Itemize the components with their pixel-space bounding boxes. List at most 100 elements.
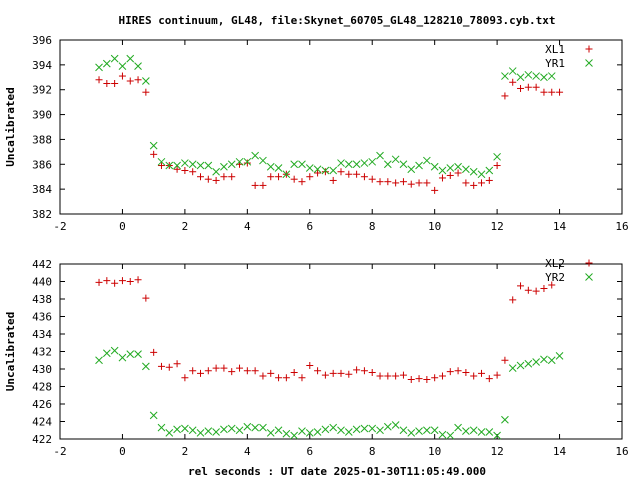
x-tick-label: 12	[490, 445, 503, 458]
data-point-yr2-d2	[329, 423, 338, 432]
data-point-yr1-d2	[329, 166, 338, 175]
data-point-xl2	[275, 374, 283, 382]
data-point-yr2-d2	[532, 358, 540, 366]
data-point-xl2	[337, 369, 345, 377]
data-point-yr2-d2	[313, 428, 322, 436]
y-tick-label: 426	[32, 398, 52, 411]
y-tick-label: 424	[32, 416, 52, 429]
legend-label: XL2	[545, 257, 565, 270]
data-point-xl1	[173, 165, 181, 173]
data-point-xl1	[438, 174, 446, 182]
plot-frame	[59, 39, 623, 215]
data-point-yr1	[485, 166, 494, 175]
data-point-xl2	[321, 371, 329, 379]
data-point-xl1	[431, 186, 439, 194]
data-point-xl1	[345, 170, 353, 178]
data-point-yr2-d2	[423, 426, 431, 435]
data-point-yr1	[352, 160, 361, 169]
data-point-yr1-d2	[516, 73, 525, 82]
data-point-yr1-d2	[501, 72, 509, 80]
data-point-yr1-d2	[469, 167, 478, 176]
data-point-yr1-d2	[399, 160, 408, 169]
data-point-yr2-d2	[508, 364, 517, 372]
data-point-yr1	[329, 166, 338, 175]
data-point-xl1	[415, 179, 423, 187]
data-point-yr1	[134, 62, 142, 70]
data-point-yr1-d2	[251, 151, 259, 160]
data-point-yr2-d2	[305, 429, 314, 437]
data-point-yr1-d2	[376, 151, 384, 160]
data-point-yr1	[415, 161, 423, 170]
data-point-yr2-d2	[181, 424, 189, 433]
data-point-xl1	[321, 168, 329, 176]
data-point-xl1	[368, 175, 376, 183]
data-point-xl2	[251, 367, 259, 375]
x-tick-label: 4	[244, 220, 251, 233]
data-point-yr2	[485, 428, 494, 436]
data-point-yr2	[532, 358, 540, 366]
data-point-yr2-d2	[344, 428, 353, 436]
data-point-yr1-d2	[321, 166, 330, 175]
data-point-yr1	[454, 162, 462, 171]
data-point-yr1-d2	[540, 73, 548, 82]
data-point-yr1	[173, 161, 181, 170]
x-axis-label: rel seconds : UT date 2025-01-30T11:05:4…	[188, 465, 486, 478]
data-point-xl1	[243, 159, 251, 167]
data-point-yr2-d2	[243, 422, 252, 431]
y-tick-label: 434	[32, 328, 52, 341]
data-point-yr2	[181, 424, 189, 433]
data-point-yr2-d2	[376, 426, 384, 435]
data-point-yr2	[173, 425, 181, 434]
data-point-xl1	[392, 179, 400, 187]
data-point-yr2	[516, 361, 525, 370]
data-point-xl2	[157, 362, 165, 370]
x-tick-label: -2	[53, 220, 66, 233]
data-point-xl2	[298, 374, 306, 382]
data-point-yr1-d2	[337, 159, 345, 167]
data-point-yr2	[423, 426, 431, 435]
legend-label: YR1	[545, 57, 565, 70]
y-tick-label: 394	[32, 59, 52, 72]
data-point-yr2-d2	[290, 431, 299, 440]
data-point-yr1	[321, 166, 330, 175]
legend-label: XL1	[545, 43, 565, 56]
panel-top: -2 0 2 4 6 8 10 12 14 16 382 384 386 388 390 392 394 396 U…	[4, 34, 629, 233]
data-point-xl1	[103, 80, 111, 87]
data-point-yr2	[493, 431, 501, 440]
data-point-yr2-d2	[391, 421, 400, 429]
data-point-yr2	[337, 426, 345, 435]
data-point-yr1	[212, 167, 220, 176]
x-tick-label: 0	[119, 220, 126, 233]
data-point-yr2	[446, 431, 455, 440]
legend-marker	[585, 273, 593, 281]
x-tick-label: 4	[244, 445, 251, 458]
data-point-xl2	[282, 374, 290, 382]
data-point-yr1	[438, 166, 447, 175]
data-point-xl1	[384, 178, 392, 186]
data-point-xl1	[314, 169, 322, 177]
data-point-yr1	[532, 72, 540, 80]
data-point-yr2-d2	[321, 425, 330, 434]
data-point-xl2	[470, 372, 478, 380]
data-point-yr1-d2	[446, 164, 455, 172]
data-point-xl1	[189, 168, 197, 176]
data-point-yr2	[501, 415, 509, 424]
y-tick-label: 396	[32, 34, 52, 47]
y-tick-label: 386	[32, 158, 52, 171]
data-point-yr2-d2	[368, 424, 377, 433]
data-point-yr1-d2	[227, 160, 236, 169]
data-point-xl2	[267, 369, 275, 377]
data-point-xl1	[150, 150, 158, 158]
data-point-yr2	[134, 350, 142, 358]
data-point-yr2-d2	[399, 426, 408, 435]
data-point-yr1	[313, 165, 322, 174]
data-point-yr2-d2	[165, 429, 174, 437]
data-point-yr1	[266, 162, 275, 171]
data-point-yr2	[235, 426, 244, 435]
data-point-yr1	[391, 155, 400, 164]
data-point-xl2	[548, 281, 556, 289]
data-point-yr2-d2	[438, 430, 447, 439]
data-point-xl1	[259, 181, 267, 189]
data-point-yr1-d2	[532, 72, 540, 80]
data-point-xl2	[197, 369, 204, 377]
